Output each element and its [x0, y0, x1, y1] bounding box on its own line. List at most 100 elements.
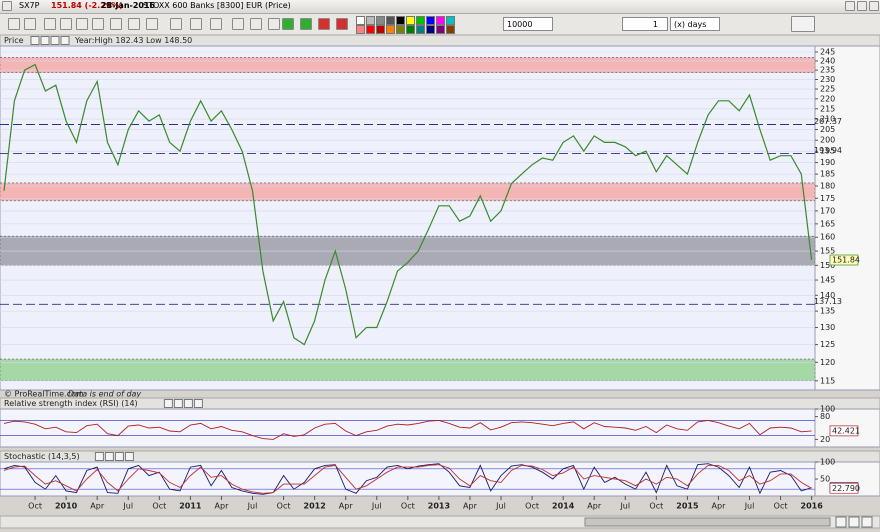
y-tick-label: 195	[820, 147, 835, 156]
eraser-tool[interactable]	[210, 18, 222, 30]
color-swatch[interactable]	[356, 16, 365, 25]
color-swatch[interactable]	[386, 25, 395, 34]
panel-button[interactable]	[114, 452, 124, 461]
panel-button[interactable]	[173, 399, 183, 408]
line-tool[interactable]	[44, 18, 56, 30]
alert-tool[interactable]	[250, 18, 262, 30]
color-swatch[interactable]	[436, 16, 445, 25]
last-value-label: 22.790	[832, 484, 860, 493]
panel-button[interactable]	[60, 36, 70, 45]
color-swatch[interactable]	[426, 25, 435, 34]
x-tick-label: 2011	[179, 502, 202, 511]
y-tick-label: 150	[820, 261, 835, 270]
x-tick-label: Oct	[525, 502, 539, 511]
zoom-button[interactable]	[861, 516, 873, 528]
channel-tool[interactable]	[110, 18, 122, 30]
x-tick-label: Jul	[744, 502, 755, 511]
y-tick-label: 190	[820, 158, 835, 167]
panel-button[interactable]	[94, 452, 104, 461]
panel-button[interactable]	[40, 36, 50, 45]
color-swatch[interactable]	[376, 16, 385, 25]
close-button[interactable]	[869, 1, 879, 11]
annotation: © ProRealTime.com	[4, 390, 84, 399]
panel-button[interactable]	[30, 36, 40, 45]
panel-button[interactable]	[104, 452, 114, 461]
scrollbar-thumb[interactable]	[584, 517, 831, 527]
line-tool[interactable]	[92, 18, 104, 30]
color-swatch[interactable]	[396, 16, 405, 25]
panel-button[interactable]	[50, 36, 60, 45]
delete-tool[interactable]	[232, 18, 244, 30]
panel-title: Price	[4, 36, 24, 45]
x-tick-label: Apr	[215, 502, 230, 511]
annotation-note: Data is end of day	[68, 390, 141, 399]
level-label: 137.13	[814, 297, 842, 306]
cursor-tool[interactable]	[8, 18, 20, 30]
zoom-tool[interactable]	[24, 18, 36, 30]
plot-layer	[0, 419, 815, 440]
minimize-button[interactable]	[845, 1, 855, 11]
x-tick-label: 2016	[801, 502, 824, 511]
last-value-box	[829, 254, 859, 266]
color-swatch[interactable]	[446, 16, 455, 25]
y-tick-label: 200	[820, 136, 835, 145]
series-line	[3, 419, 812, 440]
color-swatch[interactable]	[396, 25, 405, 34]
color-swatch[interactable]	[406, 16, 415, 25]
zoom-button[interactable]	[848, 516, 860, 528]
panel-title: Stochastic (14,3,5)	[4, 452, 80, 461]
last-value-box	[829, 425, 859, 437]
color-swatch[interactable]	[436, 25, 445, 34]
y-tick-label: 205	[820, 125, 835, 134]
y-tick-label: 180	[820, 182, 835, 191]
sell-button[interactable]	[318, 18, 330, 30]
y-tick-label: 120	[820, 358, 835, 367]
x-tick-label: Jul	[495, 502, 506, 511]
zoom-button[interactable]	[835, 516, 847, 528]
y-tick-label: 145	[820, 276, 835, 285]
shape-tool[interactable]	[190, 18, 202, 30]
y-tick-label: 235	[820, 66, 835, 75]
x-tick-label: Apr	[90, 502, 105, 511]
color-swatch[interactable]	[376, 25, 385, 34]
color-swatch[interactable]	[356, 25, 365, 34]
y-tick-label: 20	[820, 435, 830, 444]
color-swatch[interactable]	[366, 16, 375, 25]
color-swatch[interactable]	[416, 25, 425, 34]
color-swatch[interactable]	[366, 25, 375, 34]
panel-button[interactable]	[163, 399, 173, 408]
color-swatch[interactable]	[446, 25, 455, 34]
x-tick-label: 2014	[552, 502, 575, 511]
period-unit-dropdown[interactable]: (x) days	[670, 17, 720, 31]
line-tool[interactable]	[60, 18, 72, 30]
panel-button[interactable]	[183, 399, 193, 408]
color-swatch[interactable]	[406, 25, 415, 34]
fibonacci-tool[interactable]	[128, 18, 140, 30]
color-swatch[interactable]	[426, 16, 435, 25]
sell-button[interactable]	[336, 18, 348, 30]
buy-button[interactable]	[282, 18, 294, 30]
symbol: SX7P	[19, 1, 40, 10]
x-tick-label: Apr	[463, 502, 478, 511]
line-tool[interactable]	[76, 18, 88, 30]
plot-background	[0, 461, 816, 497]
x-tick-label: Jul	[619, 502, 630, 511]
last-value-label: 42.421	[832, 426, 860, 435]
y-tick-label: 135	[820, 307, 835, 316]
panel-button[interactable]	[124, 452, 134, 461]
color-swatch[interactable]	[386, 16, 395, 25]
text-tool[interactable]	[146, 18, 158, 30]
chart-type-button[interactable]	[791, 16, 815, 32]
ruler-tool[interactable]	[170, 18, 182, 30]
y-tick-label: 130	[820, 323, 835, 332]
order-tool[interactable]	[268, 18, 280, 30]
y-tick-label: 230	[820, 75, 835, 84]
plot-layer	[0, 463, 815, 495]
panel-button[interactable]	[193, 399, 203, 408]
period-count-input[interactable]: 1	[622, 17, 668, 31]
buy-button[interactable]	[300, 18, 312, 30]
maximize-button[interactable]	[857, 1, 867, 11]
color-swatch[interactable]	[416, 16, 425, 25]
